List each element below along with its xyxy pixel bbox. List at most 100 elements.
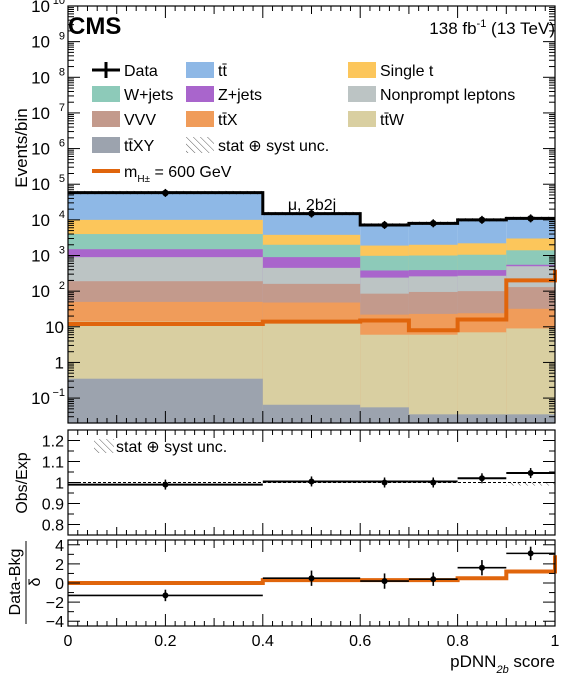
y-tick-label-exponent: 7 [59, 102, 65, 114]
y-tick-label-exponent: 9 [59, 31, 65, 43]
y-tick-label-0: 10 10 [31, 0, 65, 16]
stack-bar-0-2 [360, 407, 409, 423]
stack-bar-1-3 [408, 334, 458, 423]
data-point-5 [527, 215, 534, 222]
legend-swatch-wjets [92, 86, 120, 102]
y-tick-label-8: 10 2 [31, 280, 65, 301]
y-tick-label-3: 10 7 [31, 102, 65, 123]
y-tick-label-base: 10 [31, 247, 50, 266]
y-tick-label-base: 1 [55, 353, 64, 372]
diff-y-tick-label-1: −2 [46, 595, 64, 612]
legend-swatch-singlet [348, 62, 376, 78]
diff-y-axis-title-numerator: Data-Bkg [7, 549, 24, 616]
data-point-4 [478, 216, 486, 224]
total-background-line [68, 191, 555, 227]
ratio-legend-label: stat ⊕ syst unc. [116, 439, 227, 456]
x-tick-label-4: 0.8 [446, 633, 468, 650]
data-point-1 [308, 210, 315, 217]
stack-bar-0-4 [457, 414, 507, 423]
legend-swatch-zjets [186, 86, 214, 102]
channel-label: μ, 2b2j [288, 197, 336, 214]
diff-signal-line [68, 555, 557, 585]
ratio-legend-swatch [94, 439, 114, 453]
diff-y-tick-label-0: −4 [46, 614, 64, 631]
y-axis-title: Events/bin [12, 108, 31, 187]
y-tick-label-base: 10 [31, 389, 50, 408]
stack-bar-0-3 [408, 414, 458, 423]
legend-label-signal: mH± = 600 GeV [124, 164, 232, 185]
diff-y-tick-label-3: 2 [55, 557, 64, 574]
legend-swatch-tt [186, 62, 214, 78]
x-tick-label-0: 0 [64, 633, 73, 650]
ratio-unc-band [506, 482, 555, 486]
diff-y-tick-label-2: 0 [55, 576, 64, 593]
y-tick-label-base: 10 [31, 33, 50, 52]
y-tick-label-6: 10 4 [31, 209, 65, 230]
ratio-y-axis-title: Obs/Exp [14, 452, 31, 513]
legend-label-nonprompt: Nonprompt leptons [380, 87, 515, 104]
diff-point-2 [381, 578, 388, 585]
ratio-point-3 [430, 479, 437, 486]
y-tick-label-base: 10 [31, 140, 50, 159]
legend-label-singlet: Single t [380, 63, 434, 80]
y-tick-label-base: 10 [31, 211, 50, 230]
diff-point-5 [527, 550, 534, 557]
x-tick-label-2: 0.4 [252, 633, 274, 650]
y-tick-label-11: 10 −1 [31, 387, 65, 408]
legend-swatch-ttx [186, 111, 214, 127]
ratio-panel: 0.8 0.9 1 1.1 1.2 stat ⊕ syst unc. [42, 429, 556, 536]
y-tick-label-exponent: 10 [53, 0, 65, 7]
stack-bar-0-5 [506, 414, 555, 423]
legend-label-vvv: VVV [124, 112, 156, 129]
y-tick-label-7: 10 3 [31, 245, 65, 266]
legend-signal-suffix: = 600 GeV [150, 164, 232, 181]
stack-bar-1-5 [506, 328, 555, 423]
legend-label-ttxy: tt̄XY [124, 138, 155, 155]
y-tick-label-exponent: 3 [59, 245, 65, 257]
y-tick-label-1: 10 9 [31, 31, 65, 52]
diff-point-1 [308, 575, 315, 582]
y-tick-label-exponent: 4 [59, 209, 65, 221]
y-tick-label-exponent: 5 [59, 173, 65, 185]
y-tick-label-base: 10 [31, 0, 50, 16]
ratio-y-tick-label-3: 1.1 [42, 455, 64, 472]
y-tick-label-10: 1 [55, 353, 64, 372]
ratio-point-4 [478, 475, 485, 482]
ratio-point-0 [162, 481, 169, 488]
y-tick-label-2: 10 8 [31, 66, 65, 87]
legend-swatch-vvv [92, 111, 120, 127]
y-tick-label-5: 10 5 [31, 173, 65, 194]
legend-swatch-nonprompt [348, 86, 376, 102]
data-point-2 [381, 221, 388, 229]
legend-signal-sub: H± [137, 174, 150, 185]
stack-bar-1-4 [457, 332, 507, 423]
ratio-y-tick-label-4: 1.2 [42, 434, 64, 451]
lumi-exponent: -1 [477, 18, 487, 30]
ratio-y-tick-label-1: 0.9 [42, 497, 64, 514]
x-axis-title-sub: 2b [495, 664, 508, 676]
legend-label-data: Data [124, 63, 158, 80]
data-point-0 [162, 189, 169, 197]
y-tick-label-base: 10 [31, 282, 50, 301]
stack-bar-0-1 [262, 404, 361, 423]
x-axis-title-suffix: score [509, 652, 555, 671]
y-tick-label-exponent: 6 [59, 138, 65, 150]
legend-label-zjets: Z+jets [218, 87, 262, 104]
y-tick-label-exponent: 8 [59, 66, 65, 78]
lumi-value: 138 fb [429, 19, 476, 38]
legend-swatch-unc [186, 137, 214, 153]
diff-point-0 [162, 592, 169, 599]
ratio-y-tick-label-2: 1 [55, 476, 64, 493]
diff-y-tick-label-4: 4 [55, 538, 64, 555]
signal-line [68, 269, 557, 333]
x-tick-label-1: 0.2 [154, 633, 176, 650]
legend-swatch-ttxy [92, 137, 120, 153]
legend-label-ttx: tt̄X [218, 112, 238, 129]
legend-swatch-ttw [348, 111, 376, 127]
x-axis-title-main: pDNN [450, 652, 496, 671]
y-tick-label-base: 10 [31, 104, 50, 123]
y-tick-label-base: 10 [31, 68, 50, 87]
y-tick-label-4: 10 6 [31, 138, 65, 159]
